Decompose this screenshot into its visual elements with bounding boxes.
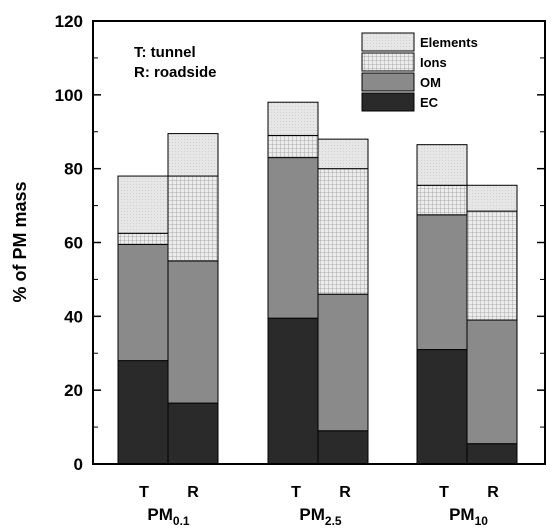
bar-elements-6 (466, 184, 518, 212)
y-tick-label: 60 (64, 234, 83, 253)
x-category-label: R (339, 484, 351, 501)
y-tick-label: 0 (74, 455, 83, 474)
x-axis-labels: T R PM0.1 T R PM2.5 T R PM10 (139, 484, 499, 528)
bar-om-1 (117, 243, 169, 362)
bar-ions-1 (117, 232, 169, 245)
annotation-tunnel: T: tunnel (134, 44, 196, 61)
bar-om-6 (466, 319, 518, 445)
y-ticks: 0 20 40 60 80 100 120 (55, 12, 545, 474)
bar-ec-1 (117, 360, 169, 465)
x-category-label: T (291, 484, 301, 501)
x-group-label: PM2.5 (299, 505, 342, 528)
x-group-label: PM10 (449, 505, 488, 528)
legend-swatch-om (361, 72, 415, 92)
bar-om-5 (416, 214, 468, 351)
y-axis-label: % of PM mass (10, 181, 30, 302)
bar-ions-5 (416, 184, 468, 216)
y-tick-label: 120 (55, 12, 83, 31)
bar-ec-5 (416, 349, 468, 465)
legend-swatch-elements (361, 32, 415, 52)
y-tick-label: 20 (64, 381, 83, 400)
y-tick-label: 80 (64, 160, 83, 179)
bar-elements-5 (416, 144, 468, 186)
y-tick-label: 40 (64, 307, 83, 326)
bars-layer (117, 101, 518, 465)
bar-elements-4 (317, 138, 369, 170)
x-category-label: R (187, 484, 199, 501)
annotation-roadside: R: roadside (134, 64, 217, 81)
bar-om-2 (167, 260, 219, 404)
x-category-label: R (487, 484, 499, 501)
bar-ec-2 (167, 402, 219, 465)
bar-ions-3 (267, 134, 319, 159)
bar-ions-2 (167, 175, 219, 262)
bar-elements-1 (117, 175, 169, 234)
legend-label-ions: Ions (420, 55, 447, 70)
bar-elements-2 (167, 133, 219, 177)
x-category-label: T (439, 484, 449, 501)
legend-swatch-ec (361, 92, 415, 112)
bar-ec-6 (466, 443, 518, 465)
bar-elements-3 (267, 101, 319, 136)
bar-om-3 (267, 157, 319, 319)
bar-ions-6 (466, 210, 518, 321)
bar-ions-4 (317, 168, 369, 295)
bar-om-4 (317, 293, 369, 432)
bar-ec-3 (267, 317, 319, 465)
x-category-label: T (139, 484, 149, 501)
legend-label-ec: EC (420, 95, 439, 110)
bar-ec-4 (317, 430, 369, 465)
y-tick-label: 100 (55, 86, 83, 105)
legend-swatch-ions (361, 52, 415, 72)
legend: Elements Ions OM EC (361, 32, 478, 112)
legend-label-om: OM (420, 75, 441, 90)
x-group-label: PM0.1 (147, 505, 190, 528)
legend-label-elements: Elements (420, 35, 478, 50)
